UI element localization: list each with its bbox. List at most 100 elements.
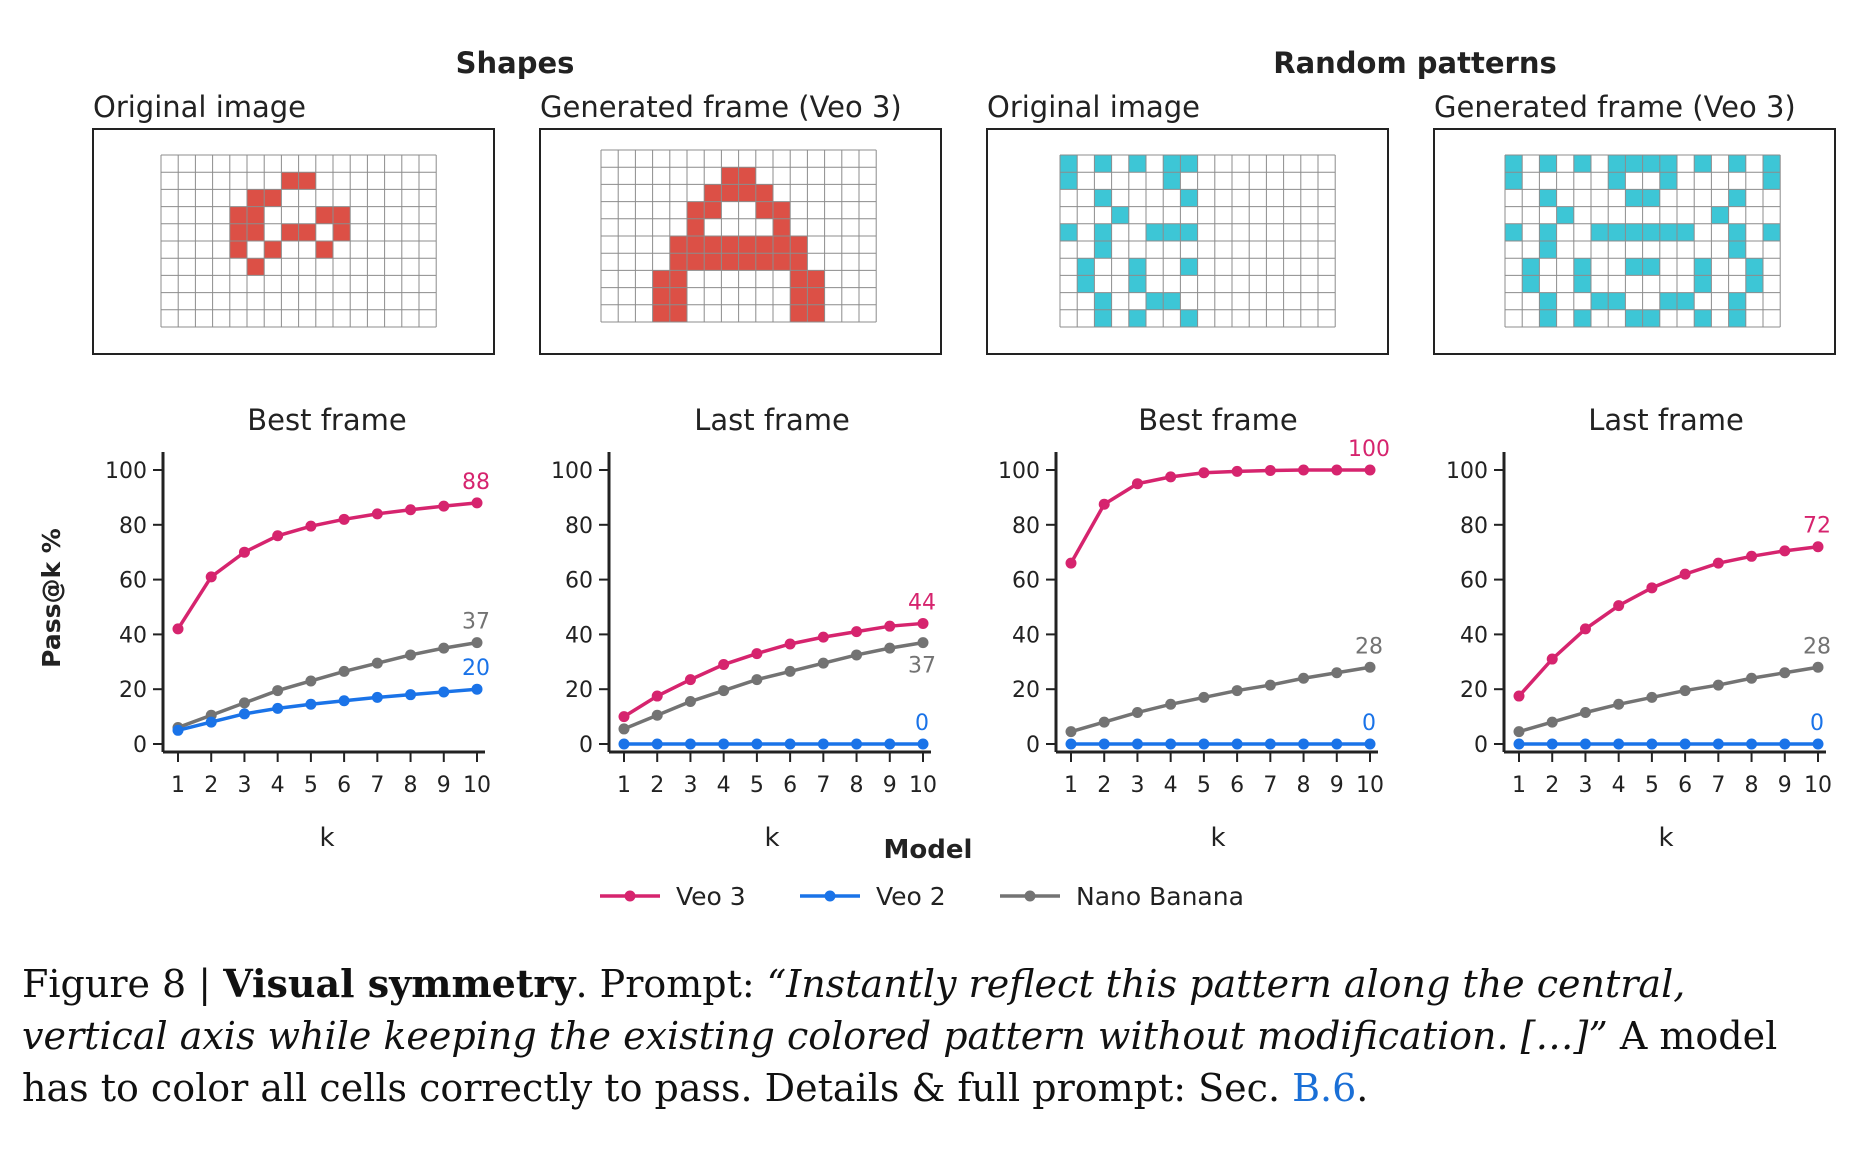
data-point [1646,582,1658,594]
y-tick-label: 0 [133,733,147,758]
y-tick-label: 40 [1012,623,1040,648]
data-point [1364,464,1376,476]
grid-cell-filled [1539,309,1557,327]
grid-cell-filled [1573,275,1591,293]
series-line-nano-banana [623,640,924,731]
y-tick-label: 60 [1012,569,1040,594]
data-point [205,716,217,728]
y-tick-label: 0 [1474,733,1488,758]
data-point [471,497,483,509]
grid-cell-filled [1659,223,1677,241]
data-point [884,642,896,654]
caption-prefix: Figure 8 | [22,962,224,1006]
data-point [1231,465,1243,477]
series-line-veo-2 [177,687,478,732]
grid-cell-filled [1625,258,1643,276]
data-point [272,530,284,542]
data-point [618,738,630,750]
data-point [1065,557,1077,569]
legend-item-label: Veo 3 [676,882,746,911]
data-point [238,546,250,558]
data-point [1779,738,1791,750]
data-point [371,691,383,703]
data-point [784,638,796,650]
data-point [1712,557,1724,569]
grid-cell-filled [687,201,705,219]
grid-cell-filled [704,184,722,202]
data-point [1065,726,1077,738]
grid-cell-filled [1077,275,1095,293]
x-tick-label: 6 [337,773,351,798]
data-point [884,738,896,750]
data-point [718,738,730,750]
data-label: 28 [1803,634,1831,659]
grid-cell-filled [1608,223,1626,241]
grid-cell-filled [1060,172,1078,190]
chart-random-last-frame: Last frame 0 20 40 60 80 100 1 2 3 4 5 6 7 8 9 10 k 72 0 28 [1446,403,1832,853]
grid-cell-filled [807,270,825,288]
data-point [238,697,250,709]
x-tick-label: 5 [304,773,318,798]
data-point [817,738,829,750]
x-tick-label: 8 [1297,773,1311,798]
series-line-nano-banana [1070,665,1371,734]
data-point [851,738,863,750]
grid-cell-filled [1711,206,1729,224]
series-line-nano-banana [177,640,478,730]
x-tick-label: 1 [617,773,631,798]
grid-cell-filled [1591,292,1609,310]
y-tick-label: 60 [565,569,593,594]
grid-cell-filled [1539,189,1557,207]
y-tick-label: 20 [119,678,147,703]
grid-cell-filled [738,167,756,185]
data-point [371,657,383,669]
data-point [817,631,829,643]
grid-cell-filled [1608,292,1626,310]
panel-label-random-generated: Generated frame (Veo 3) [1434,90,1796,124]
data-label: 37 [908,654,936,679]
data-point [1613,738,1625,750]
image-frame-random-original [986,128,1389,355]
grid-cell-filled [298,223,316,241]
y-tick-label: 40 [1460,623,1488,648]
data-point [471,637,483,649]
grid-cell-filled [669,253,687,271]
grid-cell-filled [1077,258,1095,276]
image-frame-random-generated [1433,128,1836,355]
data-point [1812,661,1824,673]
x-tick-label: 7 [1711,773,1725,798]
grid-cell-filled [1163,292,1181,310]
grid-cell-filled [1728,223,1746,241]
x-axis-title: k [319,823,334,853]
x-tick-label: 3 [1578,773,1592,798]
grid-cell-filled [755,201,773,219]
data-point [1098,716,1110,728]
grid-cell-filled [1763,223,1781,241]
grid-cell-filled [229,206,247,224]
grid-cell-filled [229,241,247,259]
grid-cell-filled [264,241,282,259]
data-point [1546,738,1558,750]
data-point [1579,706,1591,718]
data-point [1679,568,1691,580]
grid-cell-filled [1694,258,1712,276]
data-label: 100 [1348,437,1390,462]
image-frame-shape-generated [539,128,942,355]
grid-cell-filled [1591,223,1609,241]
data-point [1198,738,1210,750]
grid-cell-filled [229,223,247,241]
data-point [1613,600,1625,612]
grid-cell-filled [669,236,687,254]
grid-random-original [1059,154,1336,328]
data-point [917,738,929,750]
grid-cell-filled [281,172,299,190]
data-point [651,690,663,702]
y-tick-label: 80 [1460,514,1488,539]
grid-cell-filled [790,253,808,271]
x-tick-label: 3 [683,773,697,798]
data-point [1231,685,1243,697]
caption-ref-link[interactable]: B.6 [1292,1066,1357,1110]
grid-cell-filled [1505,223,1523,241]
data-point [471,683,483,695]
caption-quote: “Instantly reflect this pattern along th… [22,962,1686,1058]
